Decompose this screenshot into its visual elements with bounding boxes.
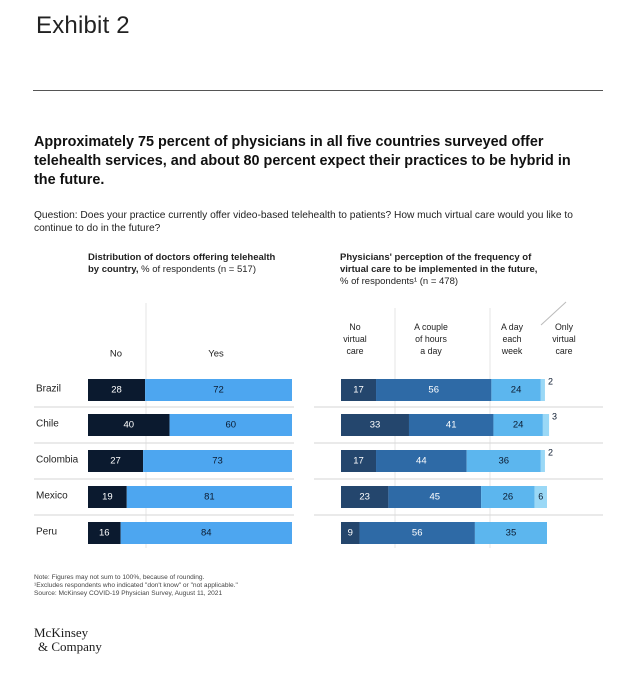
right-bar-label-mexico-a-couple-of-hours-a-day: 45	[429, 492, 440, 503]
left-bar-label-brazil-no: 28	[111, 385, 122, 396]
footnote-exclusion: ¹Excludes respondents who indicated "don…	[34, 582, 238, 590]
right-bar-label-brazil-a-day-each-week: 24	[511, 385, 522, 396]
survey-question: Question: Does your practice currently o…	[34, 210, 573, 234]
left-bar-label-mexico-no: 19	[102, 492, 113, 503]
mckinsey-logo: McKinsey & Company	[34, 626, 102, 654]
right-bar-brazil-a-day-each-week	[491, 379, 541, 401]
left-legend-yes: Yes	[208, 349, 224, 360]
right-legend-a-couple-of-hours-a-day: A couple of hours a day	[414, 322, 448, 356]
left-panel-title: Distribution of doctors offering telehea…	[88, 252, 328, 276]
left-bar-label-peru-yes: 84	[201, 528, 212, 539]
right-bar-peru-no-virtual-care	[341, 522, 360, 544]
right-bar-brazil-no-virtual-care	[341, 379, 377, 401]
right-bar-label-chile-only-virtual-care: 3	[552, 411, 557, 421]
left-bar-label-chile-no: 40	[124, 420, 135, 431]
right-bar-mexico-no-virtual-care	[341, 486, 389, 508]
right-bar-label-colombia-no-virtual-care: 17	[353, 456, 364, 467]
left-bar-label-brazil-yes: 72	[213, 385, 224, 396]
right-legend-no-virtual-care: No virtual care	[343, 322, 367, 356]
right-bar-mexico-only-virtual-care	[534, 486, 547, 508]
left-title-normal-2: % of respondents (n = 517)	[138, 264, 257, 275]
left-bar-chile-yes	[169, 414, 292, 436]
right-bar-chile-only-virtual-care	[542, 414, 550, 436]
left-bar-label-mexico-yes: 81	[204, 492, 215, 503]
footnote-note: Note: Figures may not sum to 100%, becau…	[34, 574, 205, 581]
right-bar-label-brazil-a-couple-of-hours-a-day: 56	[428, 385, 439, 396]
right-bar-label-peru-no-virtual-care: 9	[348, 528, 353, 539]
right-bar-label-colombia-a-day-each-week: 36	[498, 456, 509, 467]
left-bar-peru-no	[88, 522, 121, 544]
right-header-slant-line	[540, 301, 567, 326]
right-bar-chile-a-day-each-week	[493, 414, 543, 436]
category-label-chile: Chile	[36, 419, 59, 430]
footnotes: Note: Figures may not sum to 100%, becau…	[34, 574, 238, 599]
right-bar-colombia-only-virtual-care	[540, 450, 545, 472]
exhibit-label: Exhibit 2	[36, 12, 130, 39]
footnote-source: Source: McKinsey COVID-19 Physician Surv…	[34, 590, 223, 598]
category-label-brazil: Brazil	[36, 384, 61, 395]
right-title-bold-1: Physicians' perception of the frequency …	[340, 252, 532, 263]
left-bar-brazil-no	[88, 379, 146, 401]
right-bar-label-peru-a-couple-of-hours-a-day: 56	[412, 528, 423, 539]
right-title-bold-2: virtual care to be implemented in the fu…	[340, 264, 538, 275]
right-bar-label-chile-a-couple-of-hours-a-day: 41	[446, 420, 457, 431]
right-bar-chile-no-virtual-care	[341, 414, 409, 436]
right-bar-label-colombia-a-couple-of-hours-a-day: 44	[416, 456, 427, 467]
right-bar-brazil-a-couple-of-hours-a-day	[376, 379, 492, 401]
headline: Approximately 75 percent of physicians i…	[34, 134, 571, 188]
right-panel-title: Physicians' perception of the frequency …	[340, 252, 600, 288]
left-title-bold-1: Distribution of doctors offering telehea…	[88, 252, 276, 263]
left-bar-peru-yes	[120, 522, 292, 544]
category-label-peru: Peru	[36, 527, 57, 538]
right-bar-peru-a-couple-of-hours-a-day	[359, 522, 475, 544]
right-bar-chile-a-couple-of-hours-a-day	[408, 414, 494, 436]
left-bar-label-colombia-yes: 73	[212, 456, 223, 467]
left-title-bold-2: by country,	[88, 264, 139, 275]
right-bar-mexico-a-day-each-week	[481, 486, 535, 508]
right-bar-label-mexico-only-virtual-care: 6	[538, 491, 543, 501]
logo-line-1: McKinsey	[34, 625, 89, 640]
right-bar-label-mexico-no-virtual-care: 23	[359, 492, 370, 503]
right-bar-colombia-a-couple-of-hours-a-day	[376, 450, 467, 472]
left-bar-colombia-no	[88, 450, 144, 472]
right-bar-colombia-a-day-each-week	[466, 450, 541, 472]
right-bar-label-brazil-only-virtual-care: 2	[548, 376, 553, 386]
category-label-mexico: Mexico	[36, 491, 68, 502]
right-bar-label-brazil-no-virtual-care: 17	[353, 385, 364, 396]
left-bar-label-colombia-no: 27	[110, 456, 121, 467]
right-bar-colombia-no-virtual-care	[341, 450, 377, 472]
right-bar-brazil-only-virtual-care	[540, 379, 545, 401]
right-title-normal-3: % of respondents¹ (n = 478)	[340, 276, 459, 287]
right-bar-label-colombia-only-virtual-care: 2	[548, 447, 553, 457]
right-bar-label-peru-a-day-each-week: 35	[506, 528, 517, 539]
left-bar-mexico-yes	[126, 486, 292, 508]
left-bar-mexico-no	[88, 486, 127, 508]
right-bar-peru-a-day-each-week	[474, 522, 547, 544]
logo-line-2: & Company	[38, 639, 102, 654]
left-bar-label-peru-no: 16	[99, 528, 110, 539]
right-bar-label-chile-no-virtual-care: 33	[370, 420, 381, 431]
right-bar-mexico-a-couple-of-hours-a-day	[388, 486, 482, 508]
right-bar-label-mexico-a-day-each-week: 26	[503, 492, 514, 503]
left-bar-brazil-yes	[145, 379, 292, 401]
left-legend-no: No	[110, 349, 122, 360]
left-bar-colombia-yes	[143, 450, 292, 472]
right-legend-only-virtual-care: Only virtual care	[552, 322, 576, 356]
left-bar-label-chile-yes: 60	[226, 420, 237, 431]
right-legend-a-day-each-week: A day each week	[501, 322, 524, 356]
right-bar-label-chile-a-day-each-week: 24	[513, 420, 524, 431]
left-bar-chile-no	[88, 414, 170, 436]
title-rule	[33, 90, 603, 91]
category-label-colombia: Colombia	[36, 455, 79, 466]
